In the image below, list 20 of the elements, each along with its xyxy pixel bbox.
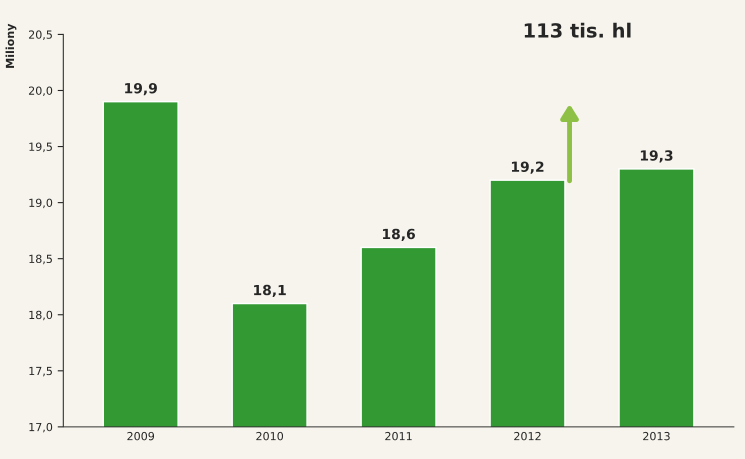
y-tick-label: 19,5 bbox=[29, 142, 52, 152]
data-label: 19,3 bbox=[640, 150, 672, 163]
y-tick-label: 20,0 bbox=[28, 86, 52, 96]
y-tick-label: 17,0 bbox=[29, 422, 52, 432]
y-tick-label: 20,5 bbox=[28, 30, 52, 40]
data-label: 18,6 bbox=[383, 228, 415, 241]
y-tick-label: 17,5 bbox=[29, 366, 52, 376]
y-tick-label: 18,5 bbox=[29, 254, 52, 264]
data-label: 19,2 bbox=[512, 161, 544, 174]
x-tick-label: 2012 bbox=[514, 432, 541, 440]
x-tick-label: 2009 bbox=[127, 432, 154, 440]
y-tick-label: 18,0 bbox=[29, 310, 52, 320]
x-tick-label: 2011 bbox=[385, 432, 412, 440]
y-tick-label: 19,0 bbox=[29, 198, 52, 208]
data-label: 19,9 bbox=[125, 82, 157, 96]
x-tick-label: 2010 bbox=[256, 432, 284, 440]
y-axis-title: Miliony bbox=[6, 24, 16, 68]
data-label: 18,1 bbox=[254, 284, 286, 298]
x-tick-label: 2013 bbox=[643, 432, 670, 440]
annotation: 113 tis. hl bbox=[524, 22, 631, 38]
